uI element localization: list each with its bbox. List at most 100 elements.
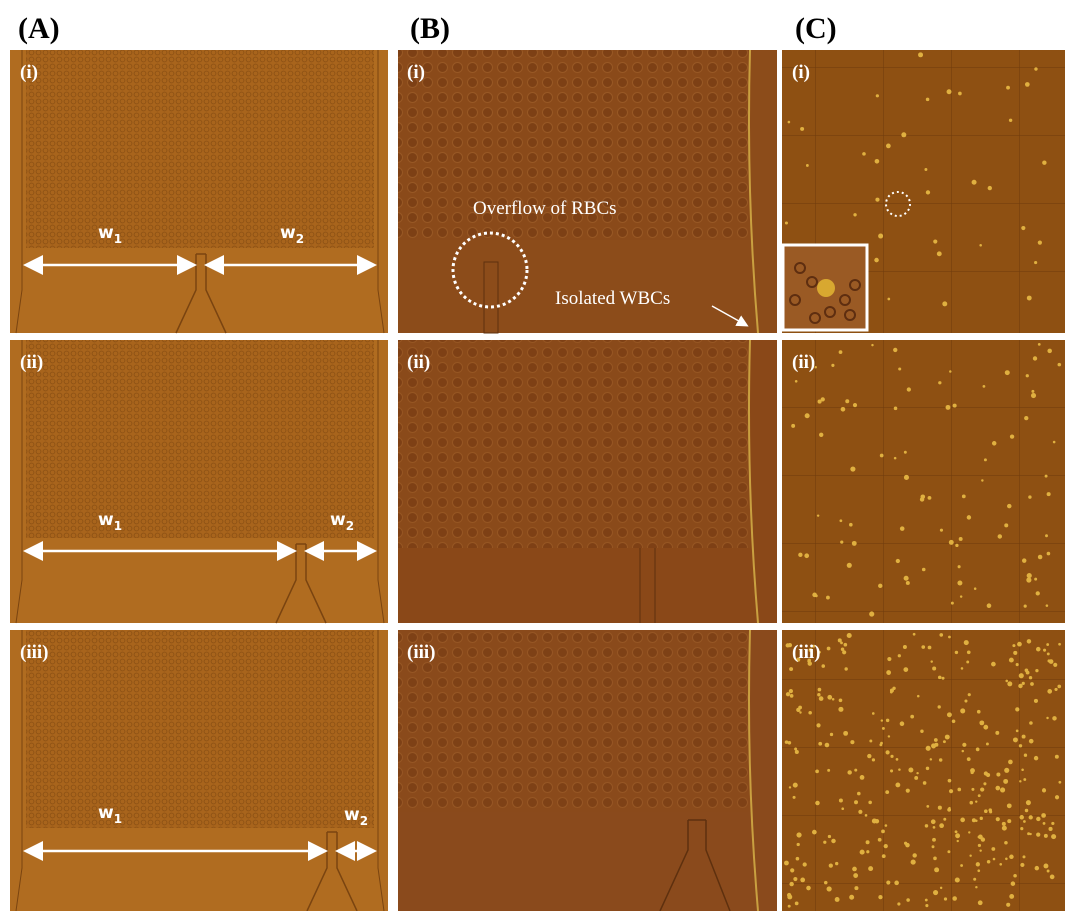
cell [887,657,891,661]
cell [849,895,854,900]
cell [1031,393,1036,398]
cell [805,413,810,418]
cell [1011,881,1016,886]
panel-c2: (ii) [782,340,1065,623]
cell [967,757,971,761]
cell [1029,676,1032,679]
cell [1021,768,1024,771]
cell [839,519,842,522]
cell [957,580,962,585]
cell [993,858,996,861]
cell [948,636,951,639]
cell [831,839,836,844]
cell [1007,504,1012,509]
cell [952,896,957,901]
cell [886,719,889,722]
cell [1029,815,1033,819]
cell [973,878,976,881]
cell [926,746,931,751]
cell [872,712,875,715]
cell [953,404,957,408]
cell [901,132,906,137]
panel-label: (i) [407,62,425,83]
cell [938,381,941,384]
cell [827,647,831,651]
cell [850,740,854,744]
cell [878,234,883,239]
cell [925,904,928,907]
cell [1029,721,1033,725]
cell [1041,813,1046,818]
cell [1002,822,1006,826]
panel-label: (iii) [20,642,49,663]
cell [955,544,958,547]
cell [1007,819,1011,823]
cell [1055,688,1058,691]
cell [1004,523,1008,527]
cell [922,568,926,572]
cell [1047,349,1052,354]
cell [865,814,868,817]
cell [789,667,793,671]
cell [980,817,983,820]
cell [903,667,908,672]
cell [969,855,971,857]
panel-c3: (iii) [782,630,1065,911]
cell [920,497,924,501]
cell [812,830,817,835]
cell [916,772,918,774]
cell [1042,161,1046,165]
cell [1034,756,1038,760]
cell [938,705,941,708]
cell [1051,822,1054,825]
cell [1005,680,1008,683]
cell [872,818,877,823]
cell [838,707,843,712]
cell [975,800,977,802]
cell [839,698,843,702]
cell [962,495,966,499]
cell [943,818,946,821]
cell [904,576,909,581]
cell [1034,261,1037,264]
cell [1029,739,1034,744]
cell [1006,86,1010,90]
cell [866,840,870,844]
cell [886,144,891,149]
cell [841,407,846,412]
cell [1023,820,1026,823]
cell [817,693,820,696]
cell [840,641,843,644]
cell [911,860,916,865]
cell [835,897,840,902]
panel-a3: w1 w2 (iii) [10,630,388,911]
cell [1020,827,1023,830]
cell [875,198,879,202]
cell [960,818,965,823]
cell [791,424,795,428]
cell [828,835,831,838]
cell [839,798,843,802]
cell [1026,374,1029,377]
cell [932,838,936,842]
panel-a1: w1 w2 (i) [10,50,388,333]
cell [1026,671,1030,675]
cell [920,730,923,733]
cell [1013,651,1017,655]
panel-label: (ii) [407,352,430,373]
cell [1058,781,1061,784]
cell [955,651,958,654]
panel-b3: (iii) [398,630,777,911]
cell [894,407,898,411]
cell [1044,834,1048,838]
cell [980,787,984,791]
cell [788,905,791,908]
cell [887,298,890,301]
cell [874,258,879,263]
cell [787,894,792,899]
cell [996,773,1000,777]
cell [978,900,983,905]
cell [835,862,838,865]
cell [1007,803,1012,808]
cell [793,783,798,788]
